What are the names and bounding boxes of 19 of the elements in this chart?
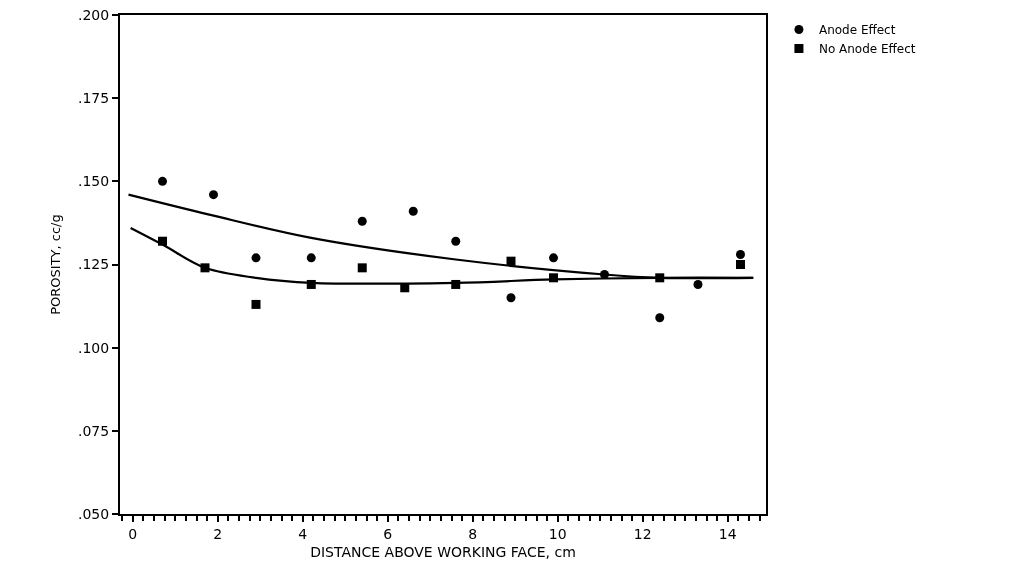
y-tick-label: .100 (78, 339, 110, 356)
x-tick-label: 2 (213, 525, 223, 542)
x-tick-label: 0 (128, 525, 138, 542)
y-tick-label: .075 (78, 422, 110, 439)
x-tick-label: 6 (383, 525, 393, 542)
x-axis-title: DISTANCE ABOVE WORKING FACE, cm (310, 543, 576, 560)
y-tick-label: .175 (78, 90, 110, 107)
x-tick-label: 4 (298, 525, 308, 542)
y-tick-label: .150 (78, 173, 110, 190)
x-tick-label: 12 (633, 525, 652, 542)
legend-label: Anode Effect (818, 23, 896, 38)
x-tick-label: 14 (718, 525, 737, 542)
x-tick-label: 8 (468, 525, 478, 542)
y-tick-label: .125 (78, 256, 110, 273)
legend-label: No Anode Effect (818, 42, 916, 57)
y-tick-label: .050 (78, 505, 110, 522)
x-tick-label: 10 (548, 525, 567, 542)
y-tick-label: .200 (78, 6, 110, 23)
y-axis-title: POROSITY, cc/g (48, 214, 64, 315)
